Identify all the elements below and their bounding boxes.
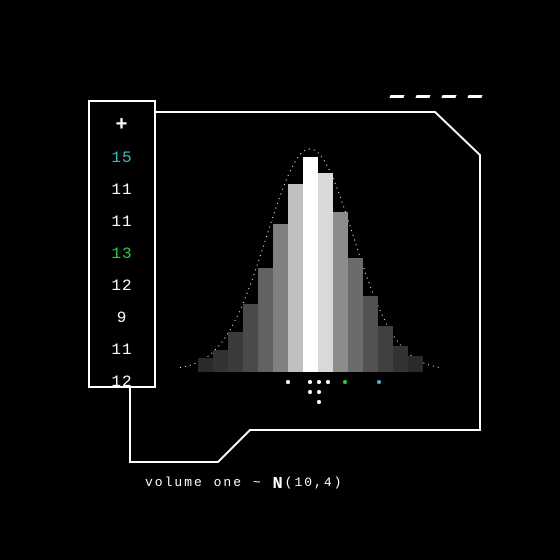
caption-prefix: volume one ~ (145, 475, 263, 490)
histogram-bar (333, 212, 348, 372)
data-dot (317, 400, 321, 404)
sidebar-value-1: 11 (90, 174, 154, 206)
histogram-bar (393, 346, 408, 372)
data-dot (377, 380, 381, 384)
plus-icon: + (90, 110, 154, 142)
histogram-bar (303, 157, 318, 372)
caption-symbol: N (272, 475, 284, 494)
histogram-chart (180, 132, 440, 372)
histogram-bar (243, 304, 258, 372)
histogram-bar (198, 358, 213, 372)
histogram-bar (288, 184, 303, 372)
histogram-bar (273, 224, 288, 372)
sidebar-value-6: 11 (90, 334, 154, 366)
sidebar-value-3: 13 (90, 238, 154, 270)
histogram-bar (258, 268, 273, 372)
data-dot (317, 390, 321, 394)
histogram-bar (228, 332, 243, 372)
data-dot (317, 380, 321, 384)
data-dot (326, 380, 330, 384)
histogram-bar (213, 350, 228, 372)
data-dots (180, 378, 440, 408)
chart-caption: volume one ~ N(10,4) (145, 475, 343, 494)
sidebar-value-4: 12 (90, 270, 154, 302)
sidebar-value-5: 9 (90, 302, 154, 334)
sidebar-value-2: 11 (90, 206, 154, 238)
data-dot (308, 380, 312, 384)
histogram-bar (318, 173, 333, 372)
histogram-bar (363, 296, 378, 372)
caption-params: (10,4) (285, 475, 344, 490)
histogram-bar (408, 356, 423, 372)
data-dot (286, 380, 290, 384)
data-dot (343, 380, 347, 384)
histogram-bar (348, 258, 363, 372)
value-sidebar: + 15 11 11 13 12 9 11 12 (88, 100, 156, 388)
histogram-bar (378, 326, 393, 372)
data-dot (308, 390, 312, 394)
sidebar-value-0: 15 (90, 142, 154, 174)
histogram-bars (180, 132, 440, 372)
sidebar-value-7: 12 (90, 366, 154, 398)
